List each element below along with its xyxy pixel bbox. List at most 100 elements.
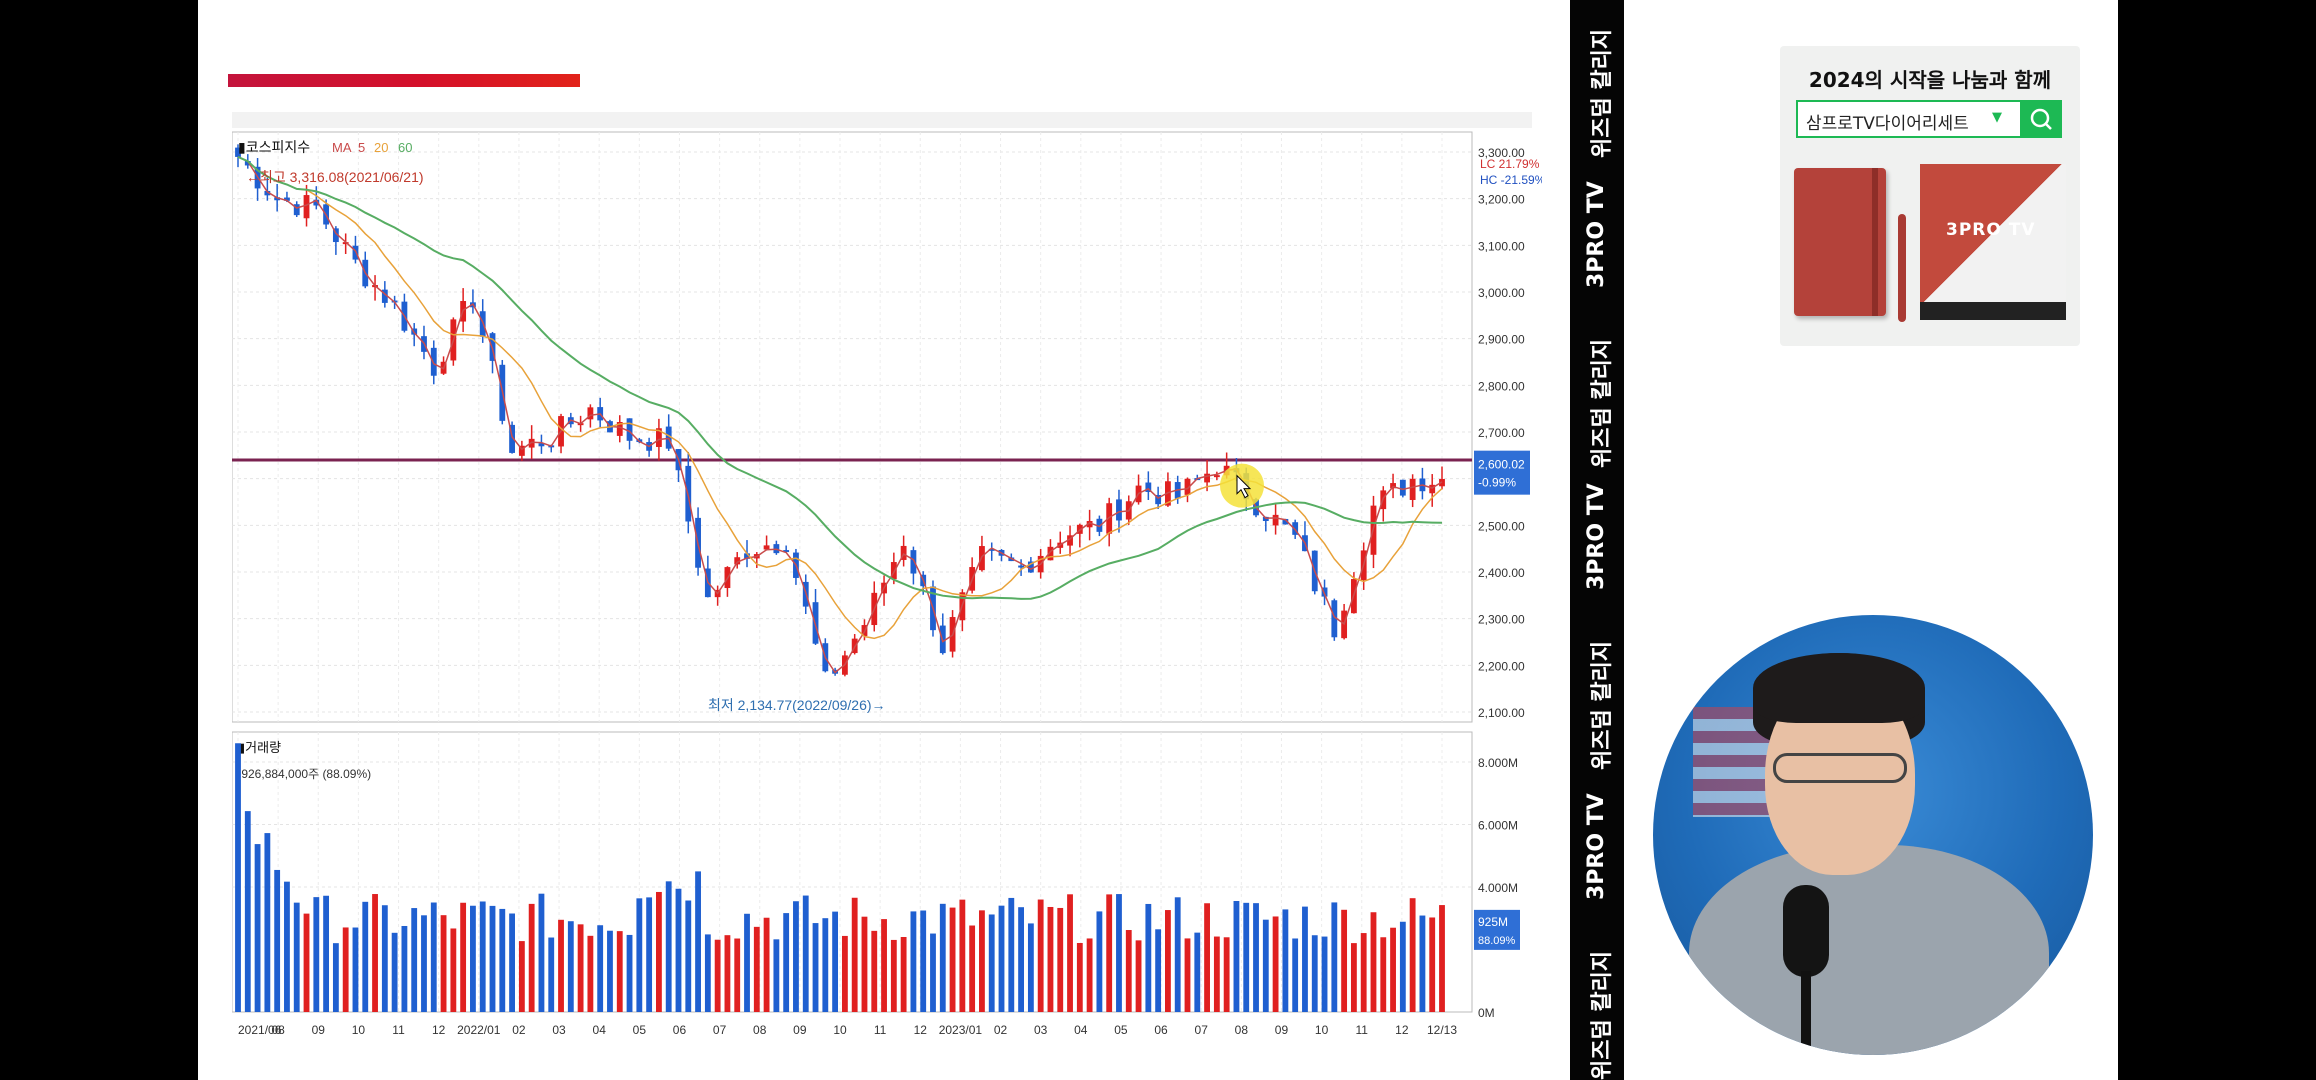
volume-bar: [1262, 919, 1269, 1012]
volume-bar: [675, 888, 682, 1012]
ma-period-20: 20: [374, 140, 388, 155]
presenter-camera: [1653, 615, 2093, 1055]
volume-tick-label: 0M: [1478, 1006, 1495, 1020]
microphone: [1783, 885, 1829, 977]
volume-bar: [1106, 894, 1113, 1012]
candle-body: [1390, 483, 1396, 489]
volume-bar: [753, 926, 760, 1012]
candle-body: [293, 204, 300, 216]
volume-bar: [323, 895, 330, 1012]
price-panel-frame: [232, 131, 1473, 723]
price-tick-label: 2,200.00: [1478, 659, 1525, 673]
ma-period-5: 5: [358, 140, 365, 155]
price-tick-label: 3,200.00: [1478, 193, 1525, 207]
current-price: 2,600.02: [1478, 458, 1525, 472]
candle-body: [381, 289, 388, 303]
side-label: 위즈덤 칼리지: [1590, 640, 1615, 770]
volume-title: ▮거래량: [238, 740, 281, 755]
promo-select[interactable]: 삼프로TV다이어리세트: [1806, 114, 1969, 134]
candle-body: [1116, 499, 1122, 521]
volume-bar: [871, 930, 878, 1012]
volume-bar: [822, 918, 829, 1012]
candle-body: [235, 147, 241, 157]
volume-bar: [1018, 907, 1025, 1012]
hand-cursor-icon: [1236, 474, 1252, 499]
presenter-hair-top: [1753, 653, 1925, 723]
promo-title: 2024의 시작을 나눔과 함께: [1808, 68, 2052, 92]
time-tick-label: 02: [512, 1023, 526, 1037]
volume-bar: [655, 891, 662, 1012]
candle-body: [1409, 478, 1416, 500]
volume-bar: [881, 919, 887, 1012]
volume-bar: [910, 911, 917, 1012]
volume-bar: [724, 935, 731, 1012]
promo-card[interactable]: 2024의 시작을 나눔과 함께 삼프로TV다이어리세트 ▼ 3PRO TV: [1780, 46, 2080, 346]
time-tick-label: 11: [874, 1023, 887, 1037]
time-tick-label: 03: [552, 1023, 566, 1037]
volume-bar: [841, 935, 848, 1012]
side-channel-strip: 위즈덤 칼리지 3PRO TV 위즈덤 칼리지 3PRO TV 위즈덤 칼리지 3PRO …: [1570, 0, 1624, 1080]
volume-bar: [988, 914, 995, 1012]
price-tick-label: 2,500.00: [1478, 519, 1525, 533]
volume-bar: [1037, 899, 1044, 1012]
volume-bar: [470, 905, 476, 1012]
candle-body: [1067, 535, 1073, 546]
promo-search-box[interactable]: 삼프로TV다이어리세트 ▼: [1796, 100, 2062, 138]
candle-body: [763, 545, 770, 550]
time-tick-label: 2021/06: [238, 1023, 282, 1037]
volume-bar: [1057, 907, 1064, 1012]
volume-bar: [1135, 940, 1142, 1012]
volume-bar: [381, 905, 388, 1012]
time-tick-label: 2023/01: [939, 1023, 983, 1037]
current-change: -0.99%: [1478, 476, 1516, 490]
time-tick-label: 12: [1395, 1023, 1409, 1037]
time-tick-label: 10: [1315, 1023, 1329, 1037]
volume-bar: [274, 869, 281, 1012]
hc-label: HC -21.59%: [1480, 173, 1542, 187]
volume-bar: [783, 913, 790, 1012]
volume-bar: [567, 921, 574, 1012]
time-tick-label: 10: [833, 1023, 847, 1037]
volume-bar: [1008, 897, 1015, 1012]
time-tick-label: 08: [753, 1023, 767, 1037]
current-volume-tag: [1474, 909, 1520, 950]
time-tick-label: 08: [271, 1023, 285, 1037]
volume-bar: [695, 871, 701, 1012]
volume-bar: [518, 941, 525, 1012]
volume-bar: [1116, 894, 1122, 1012]
diary-product-image: [1794, 168, 1886, 316]
candle-body: [1145, 482, 1152, 492]
volume-bar: [1272, 916, 1279, 1012]
candle-body: [303, 195, 310, 219]
candle-body: [783, 550, 790, 553]
volume-bar: [479, 901, 486, 1012]
price-tick-label: 2,400.00: [1478, 566, 1525, 580]
search-button[interactable]: [2020, 100, 2062, 138]
volume-bar: [920, 910, 927, 1012]
volume-bar: [773, 939, 780, 1012]
volume-bar: [421, 915, 427, 1012]
volume-bar: [704, 934, 711, 1012]
time-tick-label: 12: [914, 1023, 928, 1037]
time-tick-label: 2022/01: [457, 1023, 501, 1037]
candle-body: [1047, 546, 1054, 561]
price-tick-label: 3,300.00: [1478, 146, 1525, 160]
volume-bar: [1409, 898, 1416, 1012]
accent-bar: [228, 74, 580, 87]
volume-bar: [1360, 933, 1367, 1012]
current-price-tag: [1474, 450, 1530, 495]
side-label: 위즈덤 칼리지: [1590, 28, 1615, 158]
volume-bar: [665, 881, 672, 1012]
candle-body: [1184, 478, 1191, 495]
volume-bar: [332, 943, 339, 1012]
lc-label: LC 21.79%: [1480, 157, 1540, 171]
volume-bar: [890, 939, 897, 1012]
volume-bar: [969, 925, 976, 1012]
candle-body: [1008, 557, 1015, 562]
time-tick-label: 07: [713, 1023, 727, 1037]
price-tick-label: 3,100.00: [1478, 239, 1525, 253]
volume-bar: [734, 938, 741, 1012]
chevron-down-icon[interactable]: ▼: [1992, 110, 2002, 125]
candle-body: [244, 161, 251, 166]
volume-bar: [1243, 902, 1250, 1012]
